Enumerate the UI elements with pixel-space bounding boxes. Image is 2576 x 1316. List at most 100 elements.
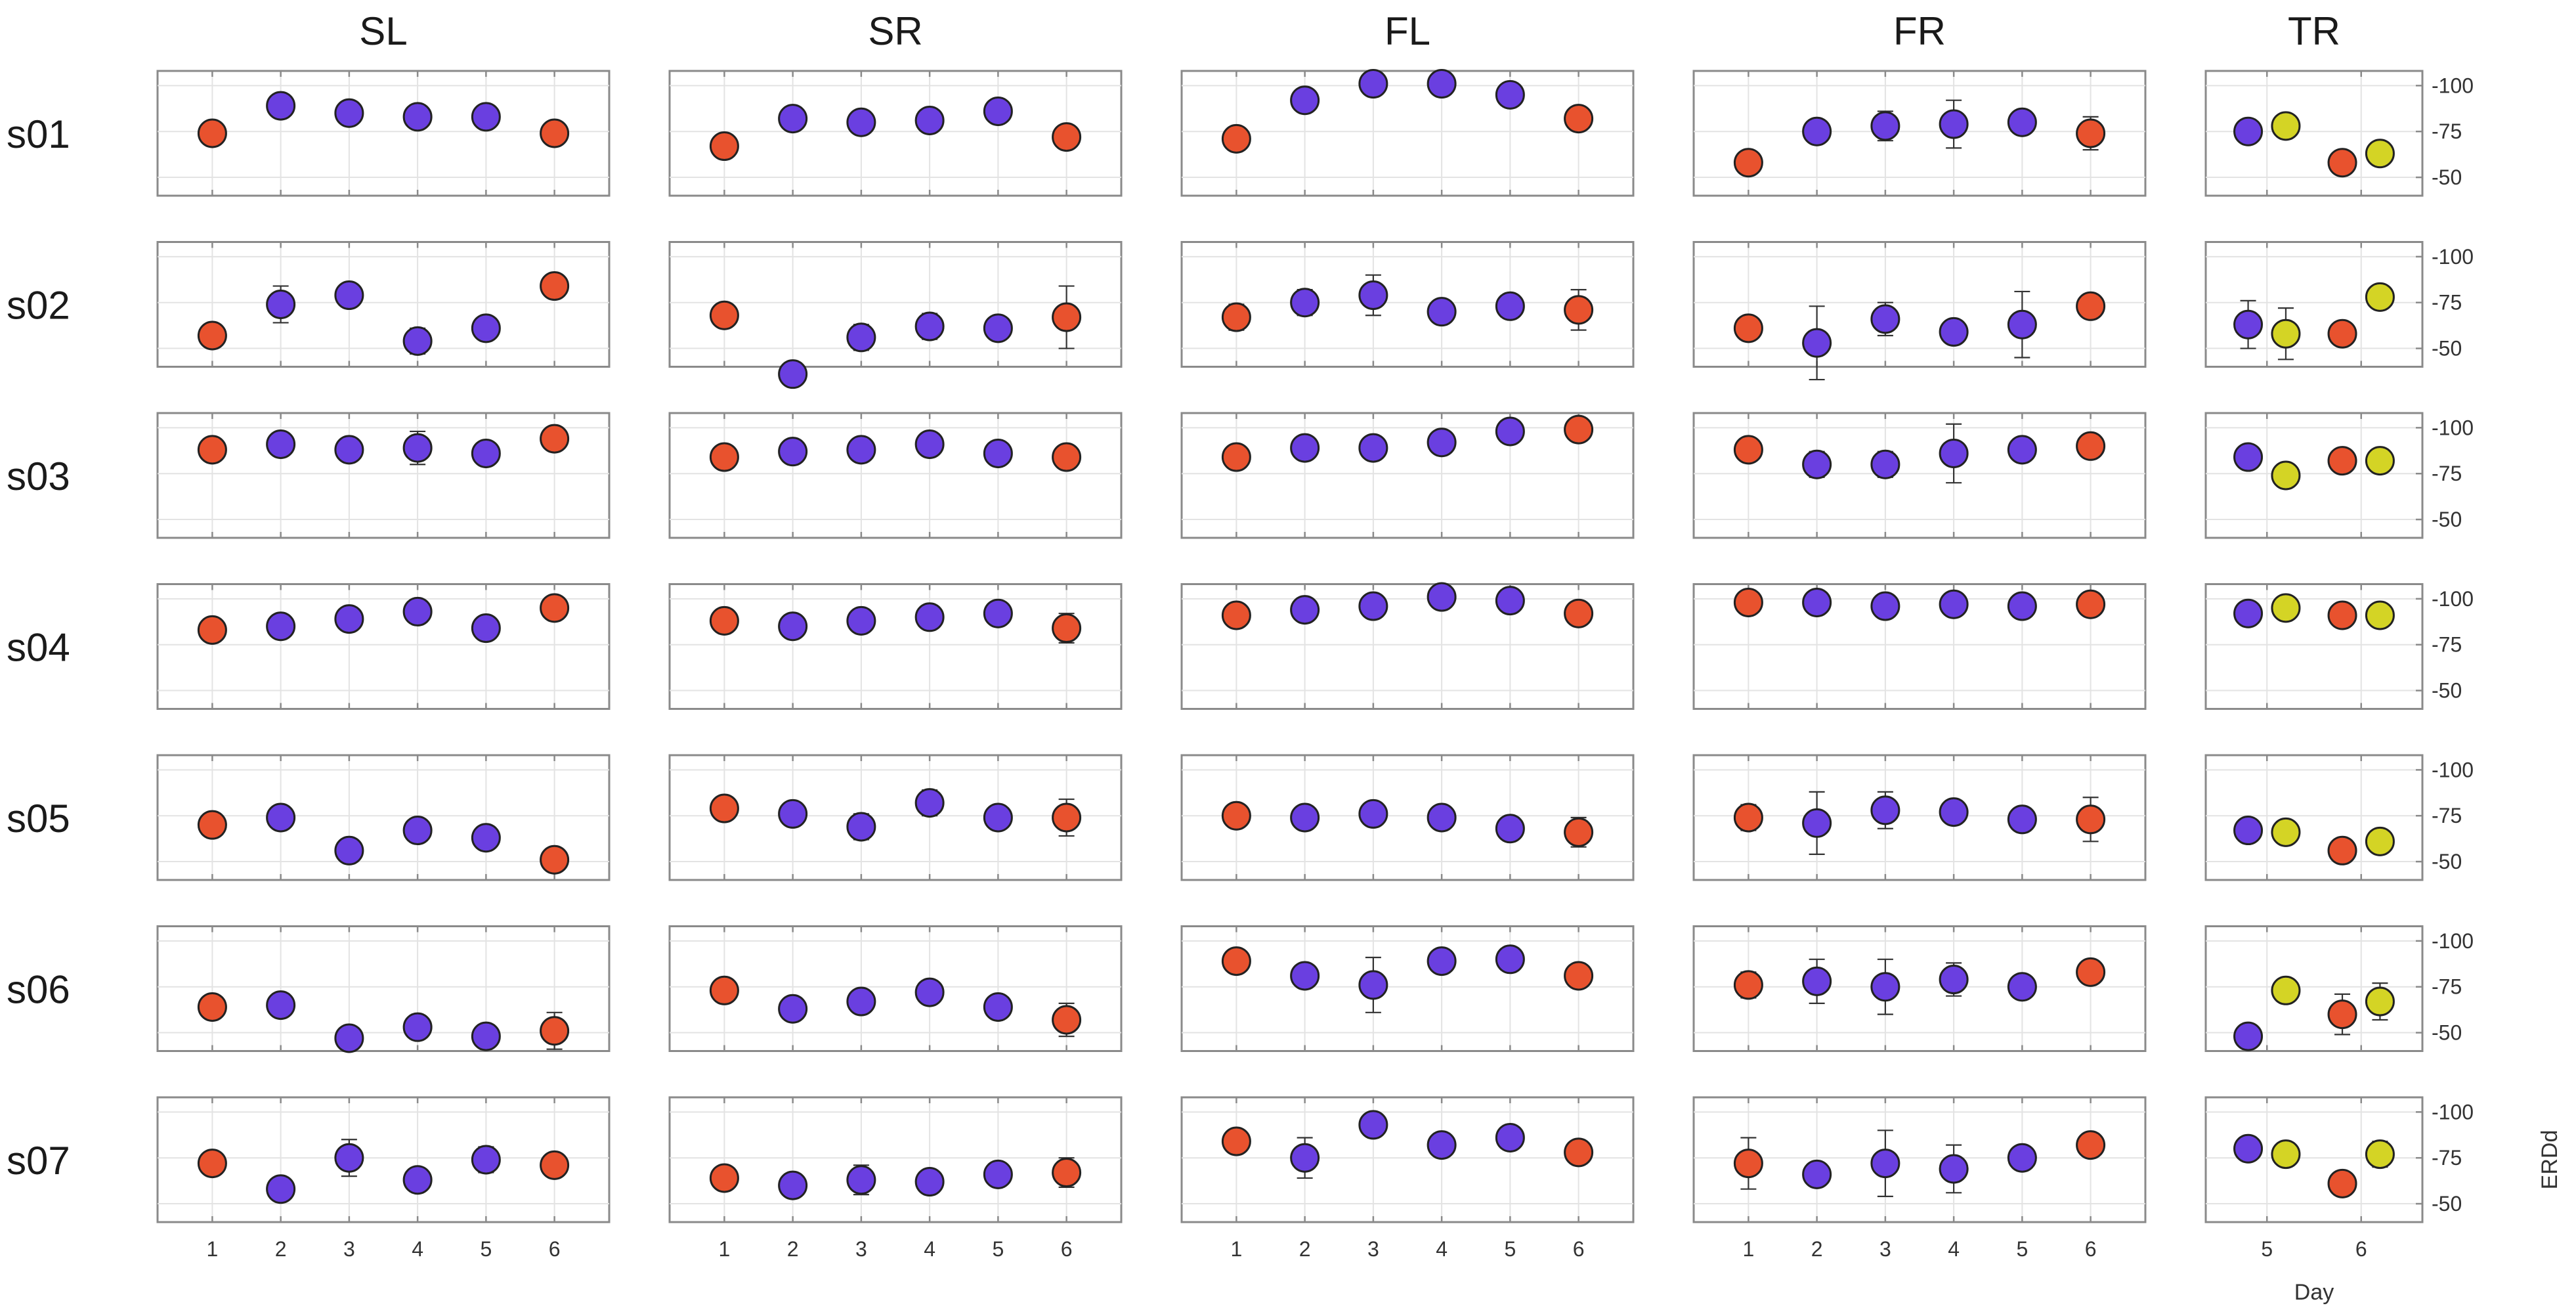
- data-point: [266, 1174, 296, 1204]
- data-point: [778, 799, 808, 829]
- data-point: [266, 802, 296, 833]
- data-point: [266, 429, 296, 459]
- data-point: [1564, 961, 1594, 991]
- row-label-s01: s01: [7, 112, 70, 156]
- data-point: [1870, 449, 1900, 479]
- data-point: [1564, 414, 1594, 445]
- data-point: [540, 271, 570, 301]
- data-point: [778, 359, 808, 389]
- y-tick-label: -75: [2432, 120, 2462, 143]
- data-point: [914, 602, 945, 632]
- panel-fr-s06: [1692, 925, 2147, 1052]
- data-point: [2233, 1021, 2264, 1051]
- panel-frame: [668, 754, 1123, 881]
- data-point: [1870, 1149, 1900, 1179]
- data-point: [334, 604, 364, 634]
- data-point: [1564, 104, 1594, 134]
- x-tick-label: 5: [2261, 1237, 2273, 1261]
- data-point: [1870, 111, 1900, 141]
- data-point: [1802, 328, 1832, 358]
- y-tick-label: -75: [2432, 291, 2462, 315]
- x-tick-label: 2: [1299, 1237, 1311, 1261]
- data-point: [1564, 598, 1594, 628]
- panel-tr-s07: [2204, 1096, 2424, 1223]
- panel-frame: [1692, 412, 2147, 539]
- data-point: [197, 118, 227, 148]
- x-tick-label: 6: [1061, 1237, 1073, 1261]
- data-point: [1221, 442, 1251, 472]
- data-point: [846, 107, 876, 137]
- x-tick-label: 4: [412, 1237, 423, 1261]
- data-point: [914, 1167, 945, 1197]
- data-point: [1495, 79, 1525, 110]
- data-point: [1495, 586, 1525, 616]
- data-point: [1939, 109, 1969, 139]
- y-tick-label: -50: [2432, 1021, 2462, 1045]
- panel-frame: [156, 583, 611, 710]
- data-point: [1358, 69, 1388, 99]
- row-label-s02: s02: [7, 284, 70, 328]
- panel-frame: [1180, 412, 1635, 539]
- data-point: [1052, 1005, 1082, 1035]
- panel-sl-s03: [156, 412, 611, 539]
- x-tick-label: 2: [787, 1237, 799, 1261]
- data-point: [471, 102, 501, 132]
- x-tick-label: 4: [1436, 1237, 1448, 1261]
- y-tick-label: -75: [2432, 462, 2462, 485]
- data-point: [471, 313, 501, 343]
- data-point: [1290, 1143, 1320, 1173]
- data-point: [983, 438, 1013, 468]
- panel-fl-s07: [1180, 1096, 1635, 1223]
- data-point: [2327, 600, 2357, 630]
- panel-frame: [668, 412, 1123, 539]
- data-point: [2007, 591, 2037, 621]
- data-point: [2007, 972, 2037, 1002]
- data-point: [1052, 613, 1082, 644]
- y-tick-label: -100: [2432, 1100, 2474, 1124]
- data-point: [1939, 317, 1969, 347]
- data-point: [2327, 446, 2357, 476]
- data-point: [914, 977, 945, 1007]
- y-tick-label: -50: [2432, 1192, 2462, 1216]
- data-point: [1870, 972, 1900, 1002]
- x-tick-label: 6: [2085, 1237, 2097, 1261]
- data-point: [1358, 799, 1388, 829]
- data-point: [540, 118, 570, 148]
- panel-tr-s01: [2204, 70, 2424, 197]
- data-point: [1564, 1137, 1594, 1168]
- x-tick-label: 2: [1811, 1237, 1823, 1261]
- data-point: [914, 105, 945, 135]
- panel-sr-s07: [668, 1096, 1123, 1223]
- data-point: [1358, 970, 1388, 1000]
- data-point: [1870, 591, 1900, 621]
- data-point: [709, 300, 739, 330]
- data-point: [2007, 107, 2037, 137]
- panel-sr-s04: [668, 583, 1123, 710]
- data-point: [1221, 123, 1251, 154]
- panel-frame: [1692, 925, 2147, 1052]
- x-tick-label: 3: [343, 1237, 355, 1261]
- panel-fr-s05: [1692, 754, 2147, 881]
- data-point: [2365, 139, 2395, 169]
- y-tick-label: -75: [2432, 633, 2462, 657]
- data-point: [471, 438, 501, 468]
- data-point: [1290, 433, 1320, 463]
- data-point: [1939, 589, 1969, 619]
- data-point: [2007, 435, 2037, 465]
- data-point: [540, 1150, 570, 1180]
- data-point: [1052, 302, 1082, 332]
- data-point: [471, 823, 501, 853]
- data-point: [2327, 148, 2357, 178]
- data-point: [540, 593, 570, 623]
- data-point: [1290, 802, 1320, 833]
- data-point: [2076, 804, 2106, 835]
- data-point: [1733, 587, 1763, 617]
- data-point: [471, 1145, 501, 1175]
- data-point: [402, 1012, 433, 1042]
- panel-sr-s05: [668, 754, 1123, 881]
- y-tick-label: -50: [2432, 850, 2462, 873]
- data-point: [1495, 814, 1525, 844]
- data-point: [402, 1165, 433, 1195]
- data-point: [2233, 598, 2264, 628]
- data-point: [266, 611, 296, 642]
